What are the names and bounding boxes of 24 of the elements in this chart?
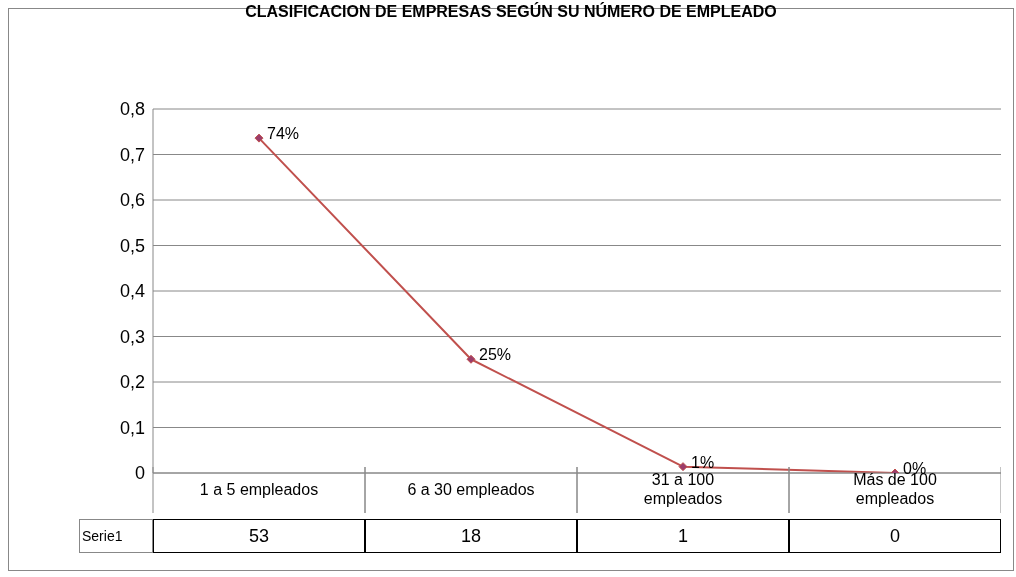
y-tick-label: 0,2 [119, 372, 145, 393]
data-label: 1% [691, 453, 715, 471]
y-tick-label: 0,8 [119, 99, 145, 120]
point [678, 462, 688, 472]
text: Serie1 [79, 519, 153, 553]
y-tick-label: 0,6 [119, 190, 145, 211]
y-tick-label: 0,7 [119, 144, 145, 165]
point [254, 133, 264, 143]
text: 1 [577, 519, 789, 553]
x-tick-label: 6 a 30 empleados [407, 481, 535, 498]
chart-title: CLASIFICACION DE EMPRESAS SEGÚN SU NÚMERO DE EMPLEADO [244, 3, 778, 21]
y-tick-label: 0,4 [119, 281, 145, 302]
point [466, 354, 476, 364]
x-tick-label: 1 a 5 empleados [199, 481, 319, 498]
text: 18 [365, 519, 577, 553]
y-tick-label: 0 [134, 463, 145, 484]
y-tick-label: 0,5 [119, 235, 145, 256]
y-tick-label: 0,1 [119, 417, 145, 438]
text: 53 [153, 519, 365, 553]
data-label: 25% [479, 346, 512, 364]
data-label: 74% [267, 125, 300, 143]
x-tick-label: 31 a 100 empleados [643, 471, 723, 507]
y-tick-label: 0,3 [119, 326, 145, 347]
text: 0 [789, 519, 1001, 553]
